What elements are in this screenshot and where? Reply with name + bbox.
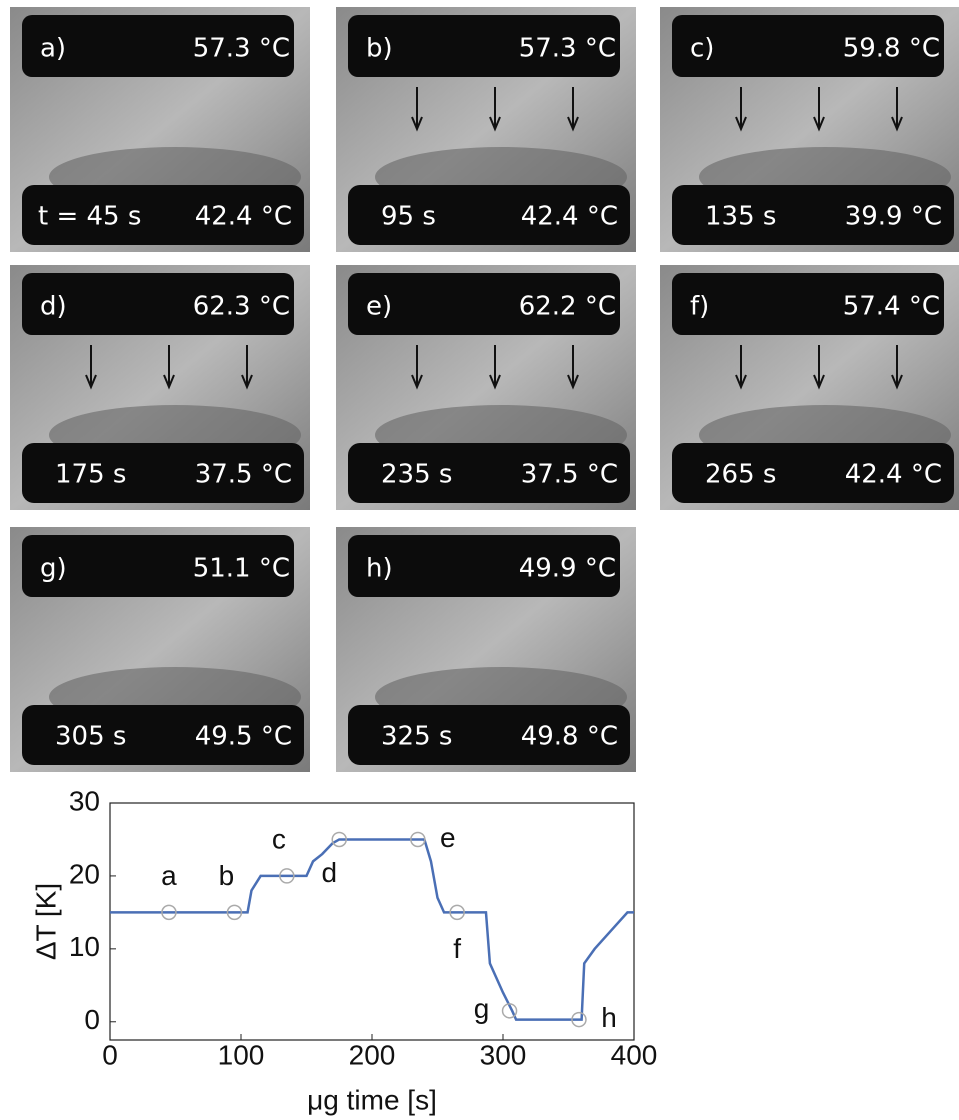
arrow-head bbox=[567, 116, 579, 132]
cooler-bar bbox=[348, 443, 630, 503]
arrow-head bbox=[891, 374, 903, 390]
panel-label: g) bbox=[40, 554, 67, 584]
arrow-head bbox=[411, 374, 423, 390]
cooler-bar bbox=[672, 185, 954, 245]
marker bbox=[226, 904, 243, 921]
y-tick-label: 20 bbox=[69, 858, 100, 889]
time: t = 45 s bbox=[38, 202, 141, 232]
arrow-head bbox=[489, 116, 501, 132]
top-temp: 62.3 °C bbox=[193, 292, 290, 322]
time: 175 s bbox=[55, 460, 126, 490]
x-tick-label: 100 bbox=[218, 1039, 265, 1070]
panel-label: e) bbox=[366, 292, 392, 322]
marker bbox=[410, 831, 426, 848]
bottom-temp: 42.4 °C bbox=[845, 460, 942, 490]
time: 235 s bbox=[381, 460, 452, 490]
point-label: a bbox=[161, 860, 177, 891]
marker bbox=[571, 1011, 587, 1028]
cooler-bar bbox=[22, 443, 304, 503]
panel-label: c) bbox=[690, 34, 714, 64]
point-label: g bbox=[474, 993, 490, 1024]
arrow-head bbox=[85, 374, 97, 390]
bottom-temp: 49.5 °C bbox=[195, 722, 292, 752]
marker bbox=[279, 868, 295, 884]
top-temp: 62.2 °C bbox=[519, 292, 616, 322]
line bbox=[110, 838, 634, 1021]
top-temp: 57.3 °C bbox=[519, 34, 616, 64]
point-label: h bbox=[601, 1002, 617, 1033]
heater-bar bbox=[348, 273, 620, 335]
top-temp: 49.9 °C bbox=[519, 554, 616, 584]
arrow-head bbox=[735, 116, 747, 132]
top-temp: 59.8 °C bbox=[843, 34, 940, 64]
cooler-bar bbox=[672, 443, 954, 503]
arrow-head bbox=[567, 374, 579, 390]
panels: a) 57.3 °C t = 45 s 42.4 °C b) 57.3 °C 95 s 42.… bbox=[10, 7, 959, 772]
time: 305 s bbox=[55, 722, 126, 752]
chart: 0 100 200 300 400 0 10 20 30 μg time [s] ΔT [K] a b c… bbox=[30, 785, 657, 1115]
heater-bar bbox=[22, 273, 294, 335]
cooler-bar bbox=[22, 705, 304, 765]
y-tick-label: 0 bbox=[84, 1004, 100, 1035]
arrow-head bbox=[813, 374, 825, 390]
arrow-head bbox=[411, 116, 423, 132]
arrow-head bbox=[813, 116, 825, 132]
cooler-bar bbox=[348, 185, 630, 245]
panel-label: d) bbox=[40, 292, 67, 322]
point-label: e bbox=[440, 822, 456, 853]
time: 265 s bbox=[705, 460, 776, 490]
arrow-head bbox=[163, 374, 175, 390]
heater-bar bbox=[672, 15, 944, 77]
arrow-head bbox=[735, 374, 747, 390]
top-temp: 57.3 °C bbox=[193, 34, 290, 64]
point-label: b bbox=[219, 860, 235, 891]
x-tick-label: 300 bbox=[480, 1039, 527, 1070]
marker bbox=[331, 831, 347, 848]
bottom-temp: 37.5 °C bbox=[521, 460, 618, 490]
bottom-temp: 42.4 °C bbox=[195, 202, 292, 232]
top-temp: 57.4 °C bbox=[843, 292, 940, 322]
y-tick-label: 30 bbox=[69, 785, 100, 816]
marker bbox=[161, 904, 177, 921]
point-label: f bbox=[453, 933, 461, 964]
heater-bar bbox=[22, 535, 294, 597]
x-axis-label: μg time [s] bbox=[307, 1084, 437, 1115]
x-tick-label: 400 bbox=[611, 1039, 658, 1070]
bottom-temp: 42.4 °C bbox=[521, 202, 618, 232]
arrow-head bbox=[891, 116, 903, 132]
time: 95 s bbox=[381, 202, 436, 232]
cooler-bar bbox=[22, 185, 304, 245]
heater-bar bbox=[348, 15, 620, 77]
cooler-bar bbox=[348, 705, 630, 765]
time: 135 s bbox=[705, 202, 776, 232]
bottom-temp: 37.5 °C bbox=[195, 460, 292, 490]
top-temp: 51.1 °C bbox=[193, 554, 290, 584]
heater-bar bbox=[22, 15, 294, 77]
arrow-head bbox=[489, 374, 501, 390]
x-tick-label: 0 bbox=[102, 1039, 118, 1070]
bottom-temp: 49.8 °C bbox=[521, 722, 618, 752]
heater-bar bbox=[672, 273, 944, 335]
heater-bar bbox=[348, 535, 620, 597]
marker bbox=[449, 904, 465, 921]
time: 325 s bbox=[381, 722, 452, 752]
panel-label: b) bbox=[366, 34, 393, 64]
bottom-temp: 39.9 °C bbox=[845, 202, 942, 232]
panel-label: a) bbox=[40, 34, 66, 64]
point-label: c bbox=[272, 823, 286, 854]
y-axis-label: ΔT [K] bbox=[30, 883, 61, 960]
y-tick-label: 10 bbox=[69, 931, 100, 962]
marker bbox=[501, 1003, 518, 1019]
x-tick-label: 200 bbox=[349, 1039, 396, 1070]
panel-label: f) bbox=[690, 292, 709, 322]
panel-label: h) bbox=[366, 554, 393, 584]
arrow-head bbox=[241, 374, 253, 390]
point-label: d bbox=[321, 857, 337, 888]
